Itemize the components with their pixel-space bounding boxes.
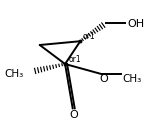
Text: CH₃: CH₃: [5, 69, 24, 79]
Text: OH: OH: [128, 19, 145, 29]
Text: or1: or1: [83, 32, 95, 41]
Text: O: O: [69, 110, 78, 120]
Text: or1: or1: [69, 55, 82, 64]
Text: O: O: [99, 74, 108, 84]
Text: CH₃: CH₃: [123, 74, 142, 84]
